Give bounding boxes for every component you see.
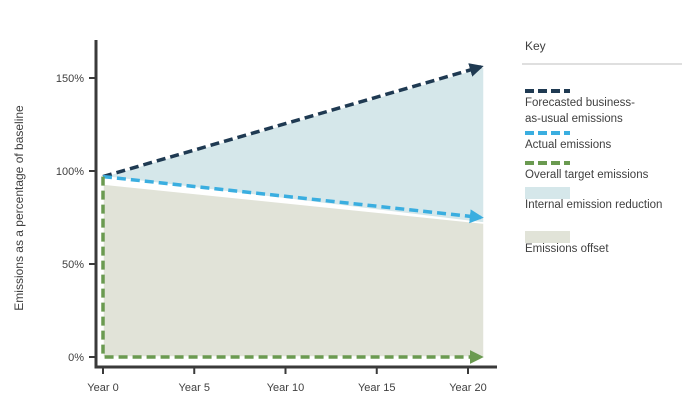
legend-title: Key [525,39,546,53]
y-tick-label: 100% [56,166,84,178]
legend-swatch [525,231,570,243]
series-line-0 [102,63,484,179]
legend-swatch [525,187,570,199]
y-tick-label: 150% [56,73,84,85]
area-1 [102,183,485,358]
y-axis-title: Emissions as a percentage of baseline [12,105,26,311]
x-tick-label: Year 20 [449,382,487,394]
y-tick-label: 50% [62,259,84,271]
area-layer [102,65,485,358]
y-tick-label: 0% [68,352,84,364]
series-line-1 [102,174,484,224]
legend-label: as-usual emissions [525,113,623,125]
x-tick-label: Year 0 [87,382,118,394]
legend-label: Actual emissions [525,139,612,151]
legend-label: Overall target emissions [525,169,649,181]
x-tick-label: Year 5 [179,382,210,394]
legend-label: Internal emission reduction [525,199,662,211]
legend-label: Emissions offset [525,243,609,255]
x-tick-label: Year 10 [267,382,305,394]
axes-layer: 0% 50% 100% 150% Year 0 Year 5 Year 10 Year 15 Y… [56,40,497,394]
series-line-2 [101,176,484,364]
lines-layer [101,63,484,364]
legend: Key Forecasted business-as-usual emissio… [522,39,682,255]
x-tick-label: Year 15 [358,382,396,394]
legend-label: Forecasted business- [525,97,635,109]
